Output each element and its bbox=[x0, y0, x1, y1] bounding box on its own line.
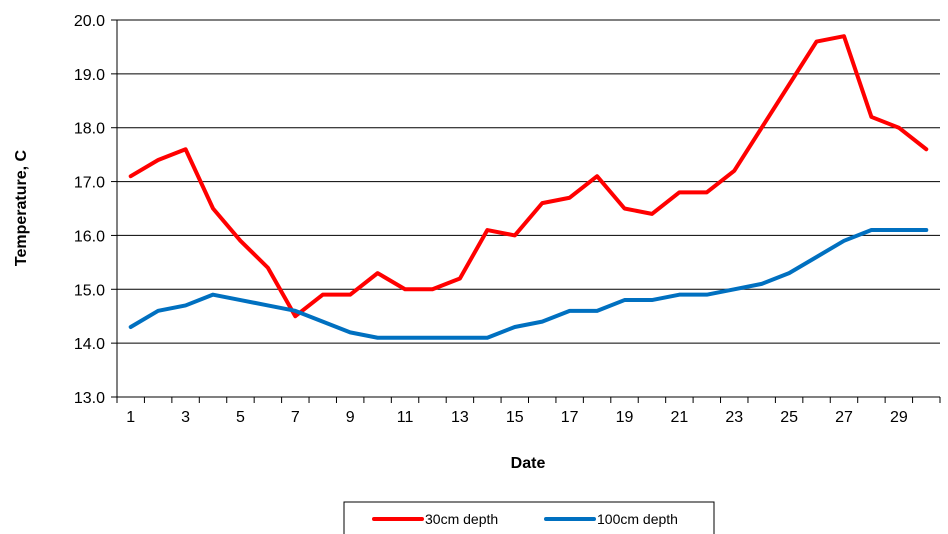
x-tick-label: 9 bbox=[346, 409, 355, 426]
legend: 30cm depth 100cm depth bbox=[343, 501, 715, 534]
x-tick-label: 23 bbox=[725, 409, 743, 426]
y-tick-label: 16.0 bbox=[74, 228, 105, 245]
x-axis-title: Date bbox=[511, 455, 546, 472]
legend-items: 30cm depth 100cm depth bbox=[372, 511, 678, 527]
gridlines bbox=[117, 19, 940, 344]
x-tick-label: 19 bbox=[616, 409, 634, 426]
y-tick-label: 17.0 bbox=[74, 175, 105, 192]
x-tick-label: 29 bbox=[890, 409, 908, 426]
x-tick-label: 25 bbox=[780, 409, 798, 426]
y-axis-title: Temperature, C bbox=[13, 149, 30, 266]
x-tick-label: 7 bbox=[291, 409, 300, 426]
y-tick-label: 15.0 bbox=[74, 282, 105, 299]
x-tick-label: 11 bbox=[397, 409, 414, 426]
axes bbox=[111, 19, 941, 403]
x-tick-label: 5 bbox=[236, 409, 245, 426]
x-tick-label: 1 bbox=[126, 409, 135, 426]
x-tick-label: 3 bbox=[181, 409, 190, 426]
x-tick-label: 27 bbox=[835, 409, 853, 426]
x-tick-label: 13 bbox=[451, 409, 469, 426]
series-line-2 bbox=[128, 228, 929, 340]
y-tick-label: 19.0 bbox=[74, 67, 105, 84]
x-tick-label: 21 bbox=[670, 409, 688, 426]
y-tick-label: 20.0 bbox=[74, 13, 105, 30]
x-tick-labels: 1 3 5 7 9 11 13 15 17 19 21 23 25 27 29 bbox=[126, 409, 908, 426]
legend-label-1: 30cm depth bbox=[425, 511, 498, 527]
y-tick-label: 14.0 bbox=[74, 336, 105, 353]
x-tick-label: 15 bbox=[506, 409, 524, 426]
y-tick-label: 13.0 bbox=[74, 390, 105, 407]
y-tick-labels: 13.0 14.0 15.0 16.0 17.0 18.0 19.0 20.0 bbox=[74, 13, 105, 407]
y-tick-label: 18.0 bbox=[74, 121, 105, 138]
series-lines bbox=[128, 34, 929, 340]
series-line-1 bbox=[128, 34, 929, 319]
x-tick-label: 17 bbox=[561, 409, 579, 426]
legend-label-2: 100cm depth bbox=[597, 511, 678, 527]
